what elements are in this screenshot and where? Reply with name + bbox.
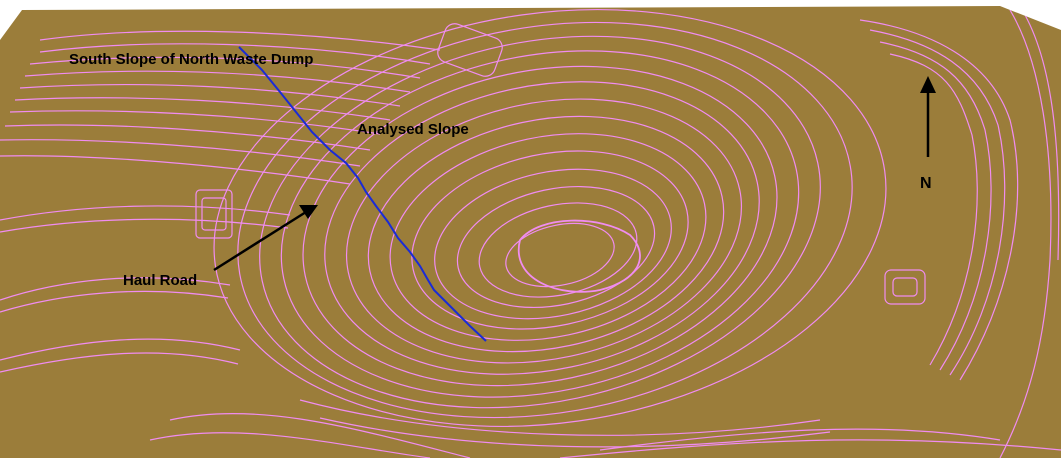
haul-road-contours — [0, 23, 926, 458]
analysed-slope-label: Analysed Slope — [357, 121, 469, 138]
analysed-slope-section-line — [238, 46, 487, 342]
southern-contours — [299, 399, 1061, 458]
pit-benches — [213, 9, 887, 427]
north-label: N — [920, 175, 932, 192]
haul-road-arrow — [213, 205, 318, 272]
eastern-rim — [859, 9, 1060, 458]
north-waste-dump-label: South Slope of North Waste Dump — [69, 51, 314, 68]
north-arrow — [920, 76, 936, 157]
haul-road-label: Haul Road — [123, 272, 198, 289]
waste-dump-terraces — [0, 30, 441, 185]
pit-floor — [517, 219, 641, 293]
